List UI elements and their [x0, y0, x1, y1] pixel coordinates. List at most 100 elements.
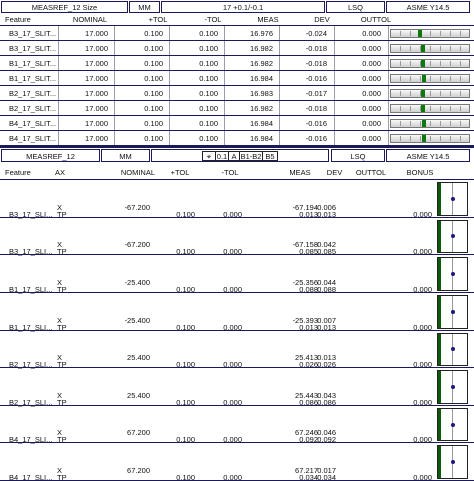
cell-value: 0.092	[299, 435, 318, 445]
cell-value: 16.982	[250, 104, 273, 113]
tp-graphic-band	[438, 371, 441, 403]
cell-value: 0.046	[317, 428, 336, 438]
cell-value: 0.000	[362, 104, 381, 113]
header-text: MM	[119, 152, 132, 161]
block-rule	[0, 329, 474, 331]
fcf-text: ⌖	[206, 152, 212, 161]
cell-value: 0.013	[299, 209, 318, 219]
cell-value: 0.007	[317, 315, 336, 325]
cell-value: 0.000	[362, 59, 381, 68]
cell-value: 0.100	[199, 44, 218, 53]
gauge-tick	[450, 106, 451, 111]
column-rule	[224, 86, 225, 100]
axis-label: TP	[57, 284, 67, 294]
row-rule	[0, 55, 474, 56]
cell-value: -0.018	[305, 104, 327, 113]
cell-value: 0.000	[223, 322, 242, 332]
cell-value: 0.100	[144, 29, 163, 38]
gauge-tick	[420, 106, 421, 111]
cell-value: 0.100	[144, 74, 163, 83]
column-header: MEAS	[257, 15, 279, 24]
cell-value: 17.000	[85, 44, 108, 53]
cell-value: 67.217	[295, 466, 318, 475]
column-rule	[224, 56, 225, 70]
column-rule	[58, 86, 59, 100]
cell-value: -0.016	[305, 119, 327, 128]
gauge-tick	[400, 121, 401, 126]
cell-value: 0.100	[144, 104, 163, 113]
feature-name: B3_17_SLIT...	[9, 44, 57, 53]
tp-graphic-band	[438, 220, 441, 253]
cell-value: 0.000	[223, 360, 242, 370]
column-rule	[388, 101, 389, 115]
column-rule	[224, 71, 225, 85]
gauge-tick	[400, 91, 401, 96]
column-rule	[334, 86, 335, 100]
deviation-marker	[421, 75, 426, 82]
column-rule	[334, 26, 335, 40]
column-header: -TOL	[204, 15, 222, 24]
column-rule	[169, 56, 170, 70]
gauge-tick	[460, 106, 461, 111]
gauge-tick	[410, 106, 411, 111]
cell-value: 17.000	[85, 134, 108, 143]
tp-graphic-dot	[451, 460, 455, 465]
cell-value: 67.246	[295, 428, 318, 438]
column-header: Feature	[5, 15, 31, 24]
gauge-tick	[400, 136, 401, 141]
cell-value: 0.100	[199, 134, 218, 143]
feature-name: B2_17_SLIT...	[9, 89, 57, 98]
gauge-tick	[450, 31, 451, 36]
cell-value: 0.013	[317, 322, 336, 332]
deviation-marker	[421, 135, 426, 142]
row-rule	[0, 40, 474, 41]
cell-value: 0.013	[317, 209, 336, 219]
column-header-rule	[0, 179, 474, 180]
column-rule	[334, 41, 335, 55]
cell-value: 0.100	[144, 89, 163, 98]
header-text: ASME Y14.5	[406, 152, 450, 161]
gauge-tick	[420, 136, 421, 141]
feature-name: B1_17_SLIT...	[9, 74, 57, 83]
cell-value: 0.013	[317, 353, 336, 363]
cell-value: 0.000	[362, 74, 381, 83]
block-rule	[0, 216, 474, 218]
cell-value: 25.400	[127, 390, 150, 400]
cell-value: 16.984	[250, 119, 273, 128]
cell-value: 67.200	[127, 466, 150, 475]
axis-label: TP	[57, 209, 67, 219]
section-rule	[0, 146, 474, 148]
cell-value: 0.044	[317, 277, 336, 287]
column-rule	[279, 71, 280, 85]
tp-graphic-band	[438, 333, 441, 366]
cell-value: 0.100	[176, 397, 195, 407]
cell-value: 17.000	[85, 29, 108, 38]
cell-value: 0.000	[413, 209, 432, 219]
axis-label: TP	[57, 435, 67, 445]
gauge-tick	[420, 46, 421, 51]
feature-name: B2_17_SLI...	[9, 360, 53, 370]
axis-label: X	[57, 466, 63, 475]
gauge-tick	[410, 91, 411, 96]
column-rule	[334, 56, 335, 70]
feature-name: B3_17_SLIT...	[9, 29, 57, 38]
cell-value: -67.194	[292, 202, 318, 212]
cell-value: 0.000	[223, 247, 242, 257]
block-rule	[0, 404, 474, 406]
gauge-tick	[460, 76, 461, 81]
column-rule	[169, 131, 170, 145]
feature-name: B2_17_SLI...	[9, 397, 53, 407]
cell-value: 0.085	[317, 247, 336, 257]
cell-value: 16.982	[250, 59, 273, 68]
column-header: +TOL	[170, 168, 190, 177]
column-rule	[388, 116, 389, 130]
feature-name: B3_17_SLI...	[9, 209, 53, 219]
row-rule	[0, 100, 474, 101]
gauge-tick	[420, 91, 421, 96]
column-rule	[114, 71, 115, 85]
feature-name: B4_17_SLI...	[9, 435, 53, 445]
cell-value: 0.000	[362, 29, 381, 38]
gauge-tick	[410, 136, 411, 141]
column-rule	[58, 26, 59, 40]
axis-label: TP	[57, 360, 67, 370]
